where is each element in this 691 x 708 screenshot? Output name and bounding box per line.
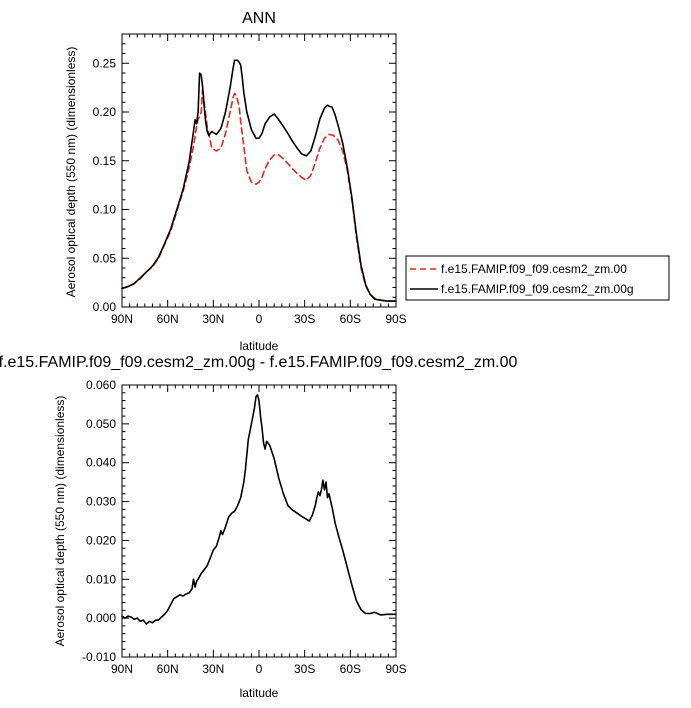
y-tick-label: 0.10 bbox=[93, 203, 117, 217]
legend-box bbox=[405, 255, 670, 301]
series-line-2 bbox=[121, 59, 397, 302]
plot-frame bbox=[121, 33, 397, 308]
x-tick-label: 60N bbox=[157, 312, 179, 326]
series-line-1 bbox=[121, 86, 397, 302]
y-tick-label: -0.010 bbox=[82, 650, 116, 664]
y-tick-label: 0.000 bbox=[86, 611, 116, 625]
chart-2-xlabel: latitude bbox=[240, 686, 279, 700]
y-tick-label: 0.040 bbox=[86, 456, 116, 470]
legend-label-series-1: f.e15.FAMIP.f09_f09.cesm2_zm.00 bbox=[441, 262, 627, 276]
x-tick-label: 90N bbox=[111, 662, 133, 676]
y-tick-label: 0.20 bbox=[93, 105, 117, 119]
y-tick-label: 0.00 bbox=[93, 300, 117, 314]
chart-1-ylabel: Aerosol optical depth (550 nm) (dimensio… bbox=[64, 47, 78, 298]
x-tick-label: 60S bbox=[340, 662, 361, 676]
y-tick-label: 0.05 bbox=[93, 251, 117, 265]
y-tick-label: 0.15 bbox=[93, 154, 117, 168]
x-tick-label: 90S bbox=[385, 662, 406, 676]
x-tick-label: 0 bbox=[256, 312, 263, 326]
y-tick-label: 0.060 bbox=[86, 378, 116, 392]
x-tick-label: 90N bbox=[111, 312, 133, 326]
y-tick-label: 0.050 bbox=[86, 417, 116, 431]
chart-2: 90N 60N 30N 0 30S 60S 90S -0.010 0.000 0.010 0.020… bbox=[82, 378, 407, 676]
series-line-1 bbox=[121, 393, 397, 625]
y-tick-label: 0.010 bbox=[86, 572, 116, 586]
y-tick-label: 0.25 bbox=[93, 56, 117, 70]
chart-2-ylabel: Aerosol optical depth (550 nm) (dimensio… bbox=[53, 396, 67, 647]
x-tick-label: 90S bbox=[385, 312, 406, 326]
x-tick-label: 30S bbox=[294, 662, 315, 676]
chart-2-title: f.e15.FAMIP.f09_f09.cesm2_zm.00g - f.e15… bbox=[0, 354, 518, 371]
x-tick-label: 60S bbox=[340, 312, 361, 326]
chart-1-legend: f.e15.FAMIP.f09_f09.cesm2_zm.00 f.e15.FA… bbox=[405, 255, 670, 301]
x-tick-label: 60N bbox=[157, 662, 179, 676]
x-tick-label: 30N bbox=[202, 662, 224, 676]
chart-1-title: ANN bbox=[242, 10, 276, 27]
chart-1: 90N 60N 30N 0 30S 60S 90S 0.00 0.05 0.10 0.15 0.20 0… bbox=[93, 33, 407, 326]
x-tick-label: 30S bbox=[294, 312, 315, 326]
x-tick-label: 0 bbox=[256, 662, 263, 676]
y-tick-label: 0.020 bbox=[86, 533, 116, 547]
legend-label-series-2: f.e15.FAMIP.f09_f09.cesm2_zm.00g bbox=[441, 282, 634, 296]
y-tick-label: 0.030 bbox=[86, 495, 116, 509]
x-tick-label: 30N bbox=[202, 312, 224, 326]
chart-1-xlabel: latitude bbox=[240, 339, 279, 353]
